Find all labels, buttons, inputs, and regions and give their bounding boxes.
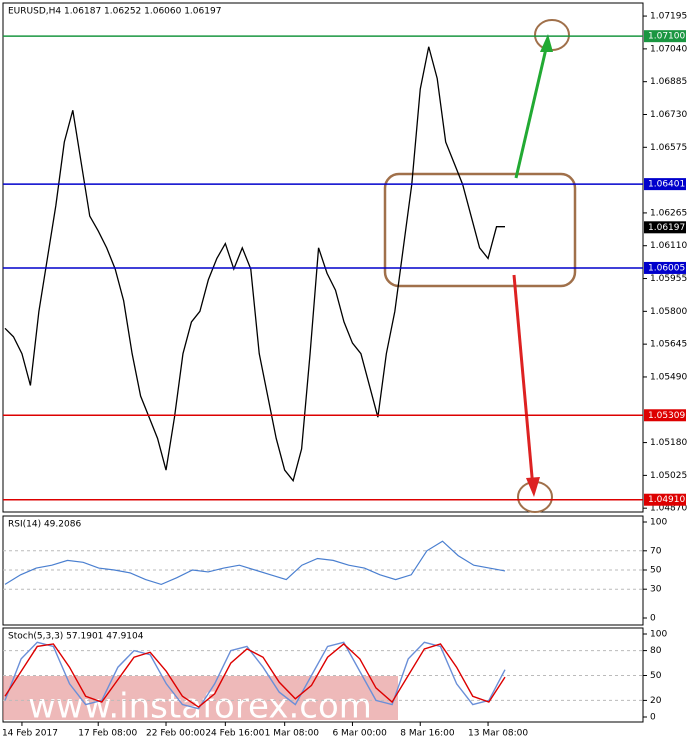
x-tick-label: 24 Feb 16:00 [205,729,264,739]
y-tick-label: 1.06885 [650,77,687,87]
y-tick-label: 0 [650,713,656,723]
level-label: 1.07100 [648,32,685,42]
price-line [4,46,505,483]
range-box [383,172,577,288]
level-tag [644,261,686,274]
stoch-title: Stoch(5,3,3) 57.1901 47.9104 [8,632,144,642]
y-tick-label: 0 [650,614,656,624]
level-tag [644,409,686,422]
arrow-head [526,477,540,497]
price-line [4,643,506,708]
last-price-tag [644,221,686,234]
y-tick-label: 30 [650,585,662,595]
level-label: 1.06005 [648,263,685,273]
y-tick-label: 1.06110 [650,241,687,251]
y-tick-label: 1.06265 [650,208,687,218]
price-line [4,540,506,586]
y-tick-label: 1.05180 [650,438,687,448]
down-arrow [512,274,535,489]
price-panel [2,2,644,513]
y-tick-label: 50 [650,566,662,576]
x-tick-label: 8 Mar 16:00 [400,729,455,739]
y-tick-label: 100 [650,630,667,640]
y-tick-label: 20 [650,696,662,706]
price-line [4,641,506,710]
last-price-label: 1.06197 [648,223,685,233]
y-tick-label: 100 [650,518,667,528]
y-tick-label: 1.04870 [650,504,687,514]
y-tick-label: 1.06730 [650,110,687,120]
y-tick-label: 1.05645 [650,340,687,350]
x-tick-label: 6 Mar 00:00 [332,729,387,739]
y-tick-label: 1.07195 [650,12,687,22]
y-tick-label: 80 [650,646,662,656]
rsi-title: RSI(14) 49.2086 [8,520,81,530]
x-tick-label: 22 Feb 00:00 [146,729,205,739]
y-tick-label: 1.05490 [650,372,687,382]
y-tick-label: 1.07040 [650,44,687,54]
up-arrow [514,39,550,179]
chart-title: EURUSD,H4 1.06187 1.06252 1.06060 1.0619… [8,7,221,17]
x-tick-label: 1 Mar 08:00 [265,729,320,739]
x-tick-label: 17 Feb 08:00 [78,729,137,739]
y-tick-label: 1.05800 [650,307,687,317]
level-label: 1.06401 [648,180,685,190]
y-tick-label: 1.05025 [650,471,687,481]
level-label: 1.05309 [648,411,685,421]
y-tick-label: 1.06575 [650,143,687,153]
y-tick-label: 1.05955 [650,274,687,284]
y-tick-label: 70 [650,546,662,556]
level-tag [644,493,686,506]
level-tag [644,30,686,43]
level-label: 1.04910 [648,495,685,505]
x-tick-label: 14 Feb 2017 [2,729,58,739]
arrow-head [540,34,553,52]
level-tag [644,178,686,191]
y-tick-label: 50 [650,671,662,681]
x-tick-label: 13 Mar 08:00 [468,729,528,739]
